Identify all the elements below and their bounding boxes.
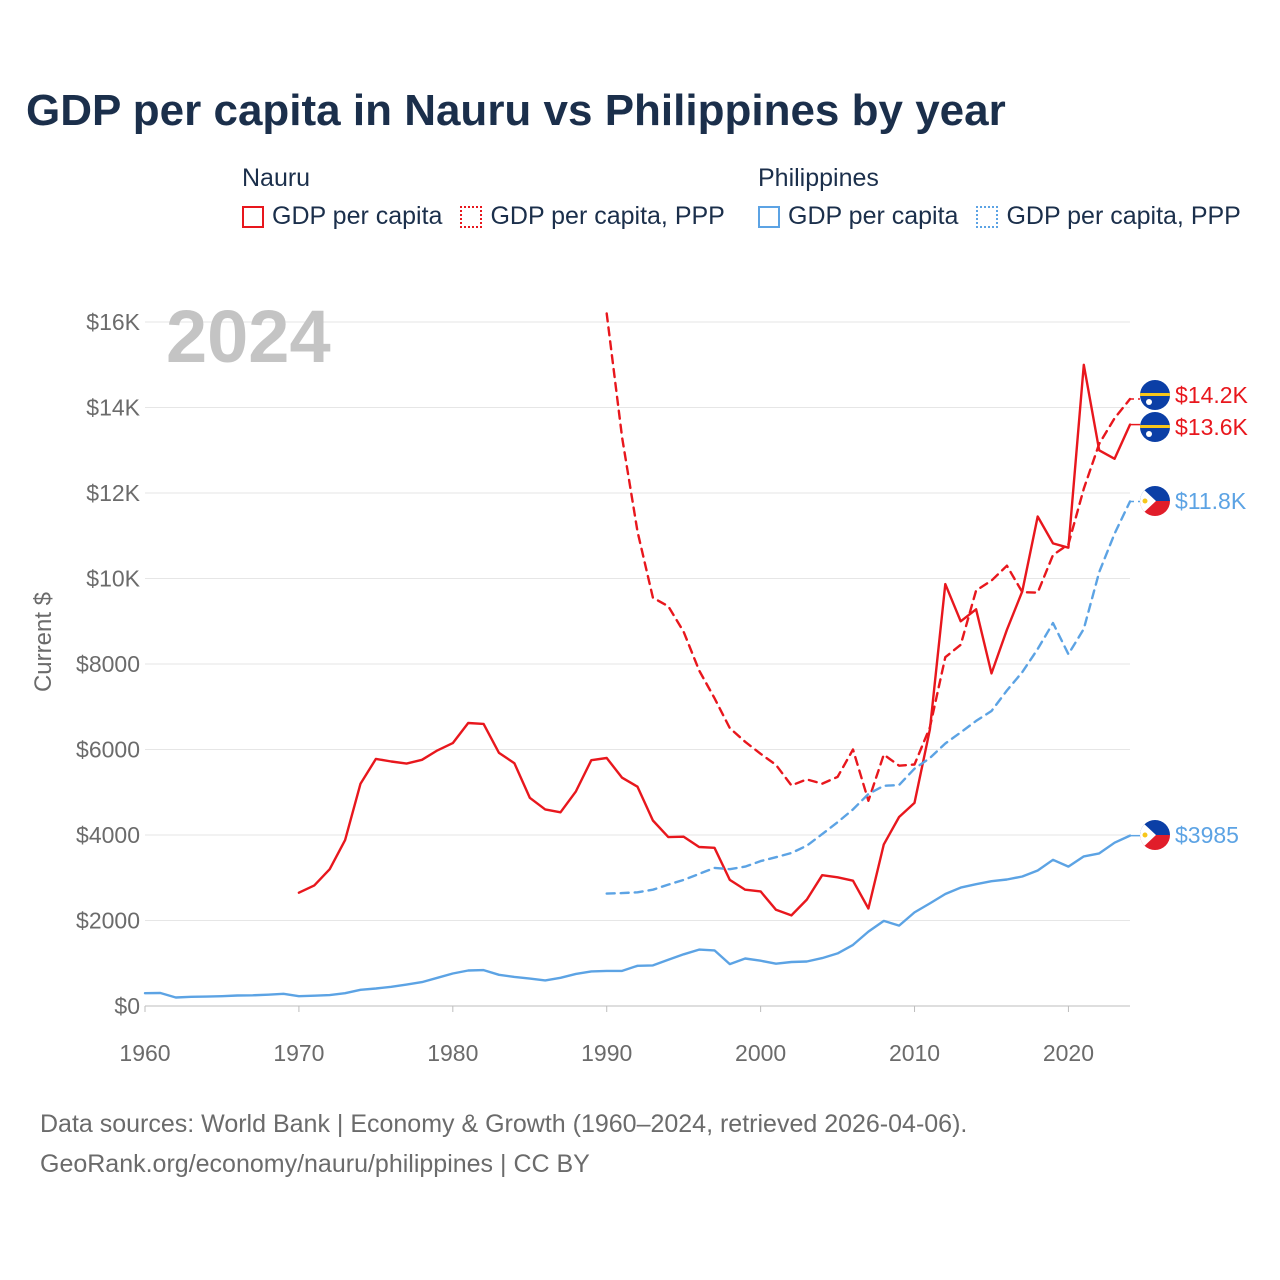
axes: $0 $2000 $4000 $6000 $8000 $10K $12K $14K $16K 19… <box>76 309 1094 1066</box>
y-tick-label: $10K <box>86 566 140 592</box>
source-line-2[interactable]: GeoRank.org/economy/nauru/philippines | … <box>40 1150 590 1178</box>
legend-swatch-solid <box>758 205 780 228</box>
x-tick-label: 1990 <box>581 1040 632 1066</box>
y-tick-label: $16K <box>86 309 140 335</box>
nauru-flag-icon <box>1140 380 1170 410</box>
y-tick-label: $8000 <box>76 651 140 677</box>
legend-item-nauru-gdp-ppp[interactable]: GDP per capita, PPP <box>460 202 725 231</box>
chart-title: GDP per capita in Nauru vs Philippines b… <box>26 86 1006 135</box>
source-note: Data sources: World Bank | Economy & Gro… <box>40 1104 967 1184</box>
end-label-nauru-ppp: $14.2K <box>1175 382 1249 408</box>
year-label: 2024 <box>166 295 331 378</box>
legend-item-label: GDP per capita, PPP <box>1006 202 1241 230</box>
philippines-flag-icon <box>1140 820 1170 850</box>
nauru-flag-icon <box>1140 412 1170 442</box>
legend-swatch-dotted <box>460 205 483 228</box>
end-label-nauru-gdp: $13.6K <box>1175 414 1249 440</box>
legend-item-label: GDP per capita <box>788 202 959 230</box>
end-label-philippines-gdp: $3985 <box>1175 822 1239 848</box>
legend-item-philippines-gdp[interactable]: GDP per capita <box>758 202 958 231</box>
legend-item-label: GDP per capita <box>272 202 443 230</box>
x-tick-label: 1960 <box>119 1040 170 1066</box>
end-label-philippines-ppp: $11.8K <box>1175 488 1247 514</box>
y-axis-label: Current $ <box>30 592 57 692</box>
series-line-philippines-gdp-per-capita[interactable] <box>143 834 1132 999</box>
y-tick-label: $4000 <box>76 822 140 848</box>
source-line-1: Data sources: World Bank | Economy & Gro… <box>40 1110 968 1138</box>
y-tick-label: $0 <box>114 993 140 1019</box>
x-tick-label: 2020 <box>1043 1040 1094 1066</box>
legend-swatch-solid <box>242 205 264 228</box>
x-tick-label: 2010 <box>889 1040 940 1066</box>
series-line-nauru-gdp-per-capita[interactable] <box>297 363 1132 917</box>
legend-group-philippines: Philippines GDP per capita GDP per capit… <box>758 160 1259 231</box>
legend-group-nauru: Nauru GDP per capita GDP per capita, PPP <box>242 160 743 231</box>
y-tick-label: $14K <box>86 395 140 421</box>
legend-item-philippines-gdp-ppp[interactable]: GDP per capita, PPP <box>976 202 1241 231</box>
x-tick-label: 1970 <box>273 1040 324 1066</box>
legend-swatch-dotted <box>976 205 999 228</box>
legend-item-label: GDP per capita, PPP <box>490 202 725 230</box>
legend-group-label: Philippines <box>758 164 879 192</box>
y-tick-label: $2000 <box>76 908 140 934</box>
x-tick-label: 1980 <box>427 1040 478 1066</box>
legend-group-label: Nauru <box>242 164 311 192</box>
y-tick-label: $12K <box>86 480 140 506</box>
y-tick-label: $6000 <box>76 737 140 763</box>
philippines-flag-icon <box>1140 486 1170 516</box>
series-line-philippines-gdp-per-capita-ppp[interactable] <box>605 500 1132 895</box>
x-tick-label: 2000 <box>735 1040 786 1066</box>
legend-item-nauru-gdp[interactable]: GDP per capita <box>242 202 442 231</box>
gridlines <box>145 321 1130 1007</box>
series-lines <box>143 312 1140 999</box>
series-line-nauru-gdp-per-capita-ppp[interactable] <box>605 312 1132 802</box>
